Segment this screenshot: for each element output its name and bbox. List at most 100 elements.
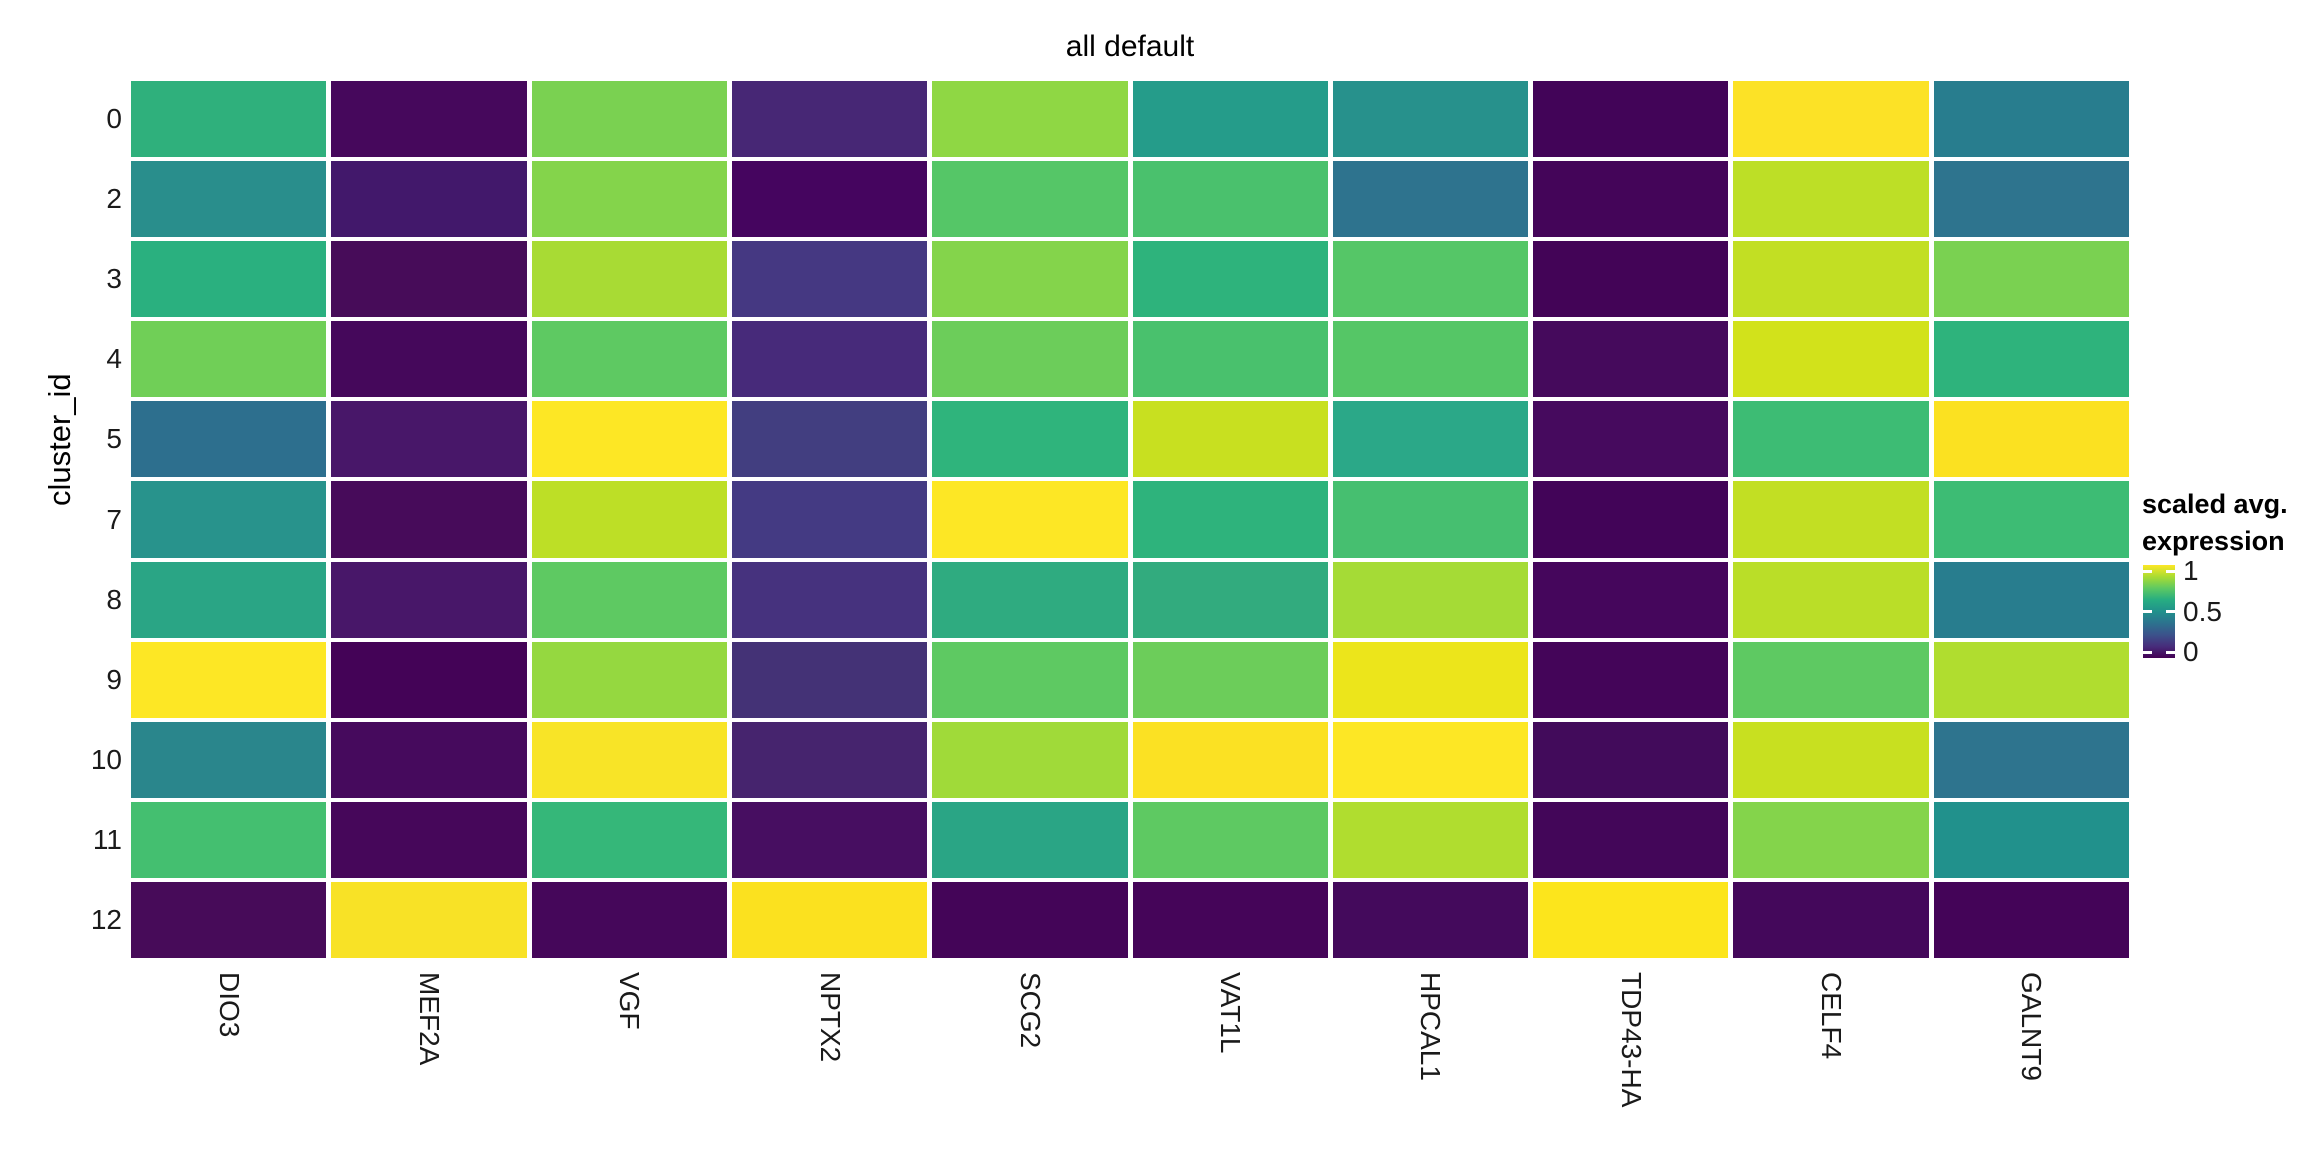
heatmap-cell bbox=[331, 881, 527, 958]
heatmap-cell bbox=[731, 481, 928, 558]
legend-tick-mark bbox=[2166, 610, 2175, 613]
x-tick-label: SCG2 bbox=[1014, 972, 1046, 1049]
heatmap-cell bbox=[1132, 481, 1328, 558]
x-tick-label: GALNT9 bbox=[2016, 972, 2048, 1081]
x-tick-label: CELF4 bbox=[1816, 972, 1848, 1060]
heatmap-cell bbox=[1132, 641, 1328, 718]
heatmap-cell bbox=[1933, 321, 2129, 398]
y-tick-label: 2 bbox=[106, 183, 122, 215]
heatmap-cell bbox=[731, 81, 928, 158]
heatmap-cell bbox=[531, 241, 727, 318]
heatmap-cell bbox=[1332, 81, 1529, 158]
heatmap-cell bbox=[531, 401, 727, 478]
heatmap-cell bbox=[731, 641, 928, 718]
x-tick-label: TDP43-HA bbox=[1615, 972, 1647, 1108]
heatmap-cell bbox=[1733, 721, 1929, 798]
heatmap-cell bbox=[131, 81, 327, 158]
heatmap-cell bbox=[1533, 801, 1729, 878]
heatmap-cell bbox=[932, 241, 1128, 318]
heatmap-cell bbox=[131, 881, 327, 958]
heatmap-cell bbox=[331, 481, 527, 558]
heatmap-cell bbox=[531, 721, 727, 798]
heatmap-cell bbox=[331, 401, 527, 478]
heatmap-cell bbox=[1933, 641, 2129, 718]
legend-title-line2: expression bbox=[2142, 526, 2285, 556]
x-tick-label: VGF bbox=[614, 972, 646, 1030]
heatmap-cell bbox=[731, 561, 928, 638]
legend-tick-mark bbox=[2143, 650, 2152, 654]
heatmap-cell bbox=[1733, 81, 1929, 158]
heatmap-cell bbox=[932, 401, 1128, 478]
heatmap-cell bbox=[131, 801, 327, 878]
legend-tick-mark bbox=[2143, 610, 2152, 613]
heatmap-cell bbox=[331, 641, 527, 718]
heatmap-cell bbox=[1332, 241, 1529, 318]
heatmap-cell bbox=[1332, 401, 1529, 478]
heatmap-cell bbox=[1132, 161, 1328, 238]
heatmap-cell bbox=[1533, 881, 1729, 958]
y-tick-label: 11 bbox=[92, 823, 122, 855]
heatmap-cell bbox=[1733, 881, 1929, 958]
legend: scaled avg. expression 1 0.5 0 bbox=[2136, 480, 2304, 710]
heatmap-cell bbox=[331, 801, 527, 878]
heatmap-cell bbox=[131, 641, 327, 718]
heatmap-cell bbox=[1132, 561, 1328, 638]
y-tick-label: 12 bbox=[90, 903, 122, 935]
heatmap-cell bbox=[1733, 481, 1929, 558]
x-tick-label: DIO3 bbox=[213, 972, 245, 1038]
heatmap-cell bbox=[1533, 481, 1729, 558]
heatmap-cell bbox=[932, 881, 1128, 958]
heatmap-cell bbox=[932, 81, 1128, 158]
x-tick-label: HPCAL1 bbox=[1415, 972, 1447, 1081]
heatmap-cell bbox=[131, 401, 327, 478]
heatmap-cell bbox=[1933, 721, 2129, 798]
heatmap-cell bbox=[1933, 241, 2129, 318]
y-tick-label: 4 bbox=[106, 343, 122, 375]
heatmap-cell bbox=[1733, 561, 1929, 638]
heatmap-cell bbox=[531, 321, 727, 398]
y-tick-label: 7 bbox=[106, 503, 122, 535]
heatmap-cell bbox=[1332, 881, 1529, 958]
heatmap-cell bbox=[1533, 561, 1729, 638]
heatmap-cell bbox=[1332, 321, 1529, 398]
heatmap-cell bbox=[131, 481, 327, 558]
heatmap-cell bbox=[1733, 321, 1929, 398]
heatmap-cell bbox=[1132, 81, 1328, 158]
heatmap-cell bbox=[131, 161, 327, 238]
y-tick-label: 8 bbox=[106, 583, 122, 615]
heatmap-cell bbox=[131, 241, 327, 318]
heatmap-cell bbox=[1933, 401, 2129, 478]
heatmap-cell bbox=[331, 241, 527, 318]
heatmap-cell bbox=[731, 241, 928, 318]
heatmap-cell bbox=[331, 561, 527, 638]
x-tick-label: NPTX2 bbox=[814, 972, 846, 1063]
legend-tick-mark bbox=[2166, 569, 2175, 573]
heatmap-cell bbox=[1132, 321, 1328, 398]
heatmap-cell bbox=[731, 721, 928, 798]
heatmap-cell bbox=[531, 81, 727, 158]
heatmap-cell bbox=[932, 481, 1128, 558]
legend-tick-mark bbox=[2166, 650, 2175, 654]
heatmap-cell bbox=[331, 161, 527, 238]
heatmap-cell bbox=[1933, 801, 2129, 878]
x-tick-label: MEF2A bbox=[413, 972, 445, 1066]
heatmap-cell bbox=[1332, 641, 1529, 718]
heatmap-cell bbox=[1332, 481, 1529, 558]
heatmap-cell bbox=[932, 321, 1128, 398]
heatmap-cell bbox=[1733, 401, 1929, 478]
heatmap-cell bbox=[731, 801, 928, 878]
heatmap-cell bbox=[531, 161, 727, 238]
heatmap-cell bbox=[531, 881, 727, 958]
heatmap-cell bbox=[1132, 241, 1328, 318]
heatmap-cell bbox=[1533, 321, 1729, 398]
y-tick-label: 9 bbox=[106, 663, 122, 695]
heatmap-cell bbox=[932, 561, 1128, 638]
heatmap-cell bbox=[1332, 561, 1529, 638]
heatmap-cell bbox=[331, 81, 527, 158]
heatmap-cell bbox=[1533, 161, 1729, 238]
heatmap-cell bbox=[932, 721, 1128, 798]
heatmap-cell bbox=[932, 161, 1128, 238]
heatmap-cell bbox=[531, 801, 727, 878]
heatmap-cell bbox=[1533, 81, 1729, 158]
